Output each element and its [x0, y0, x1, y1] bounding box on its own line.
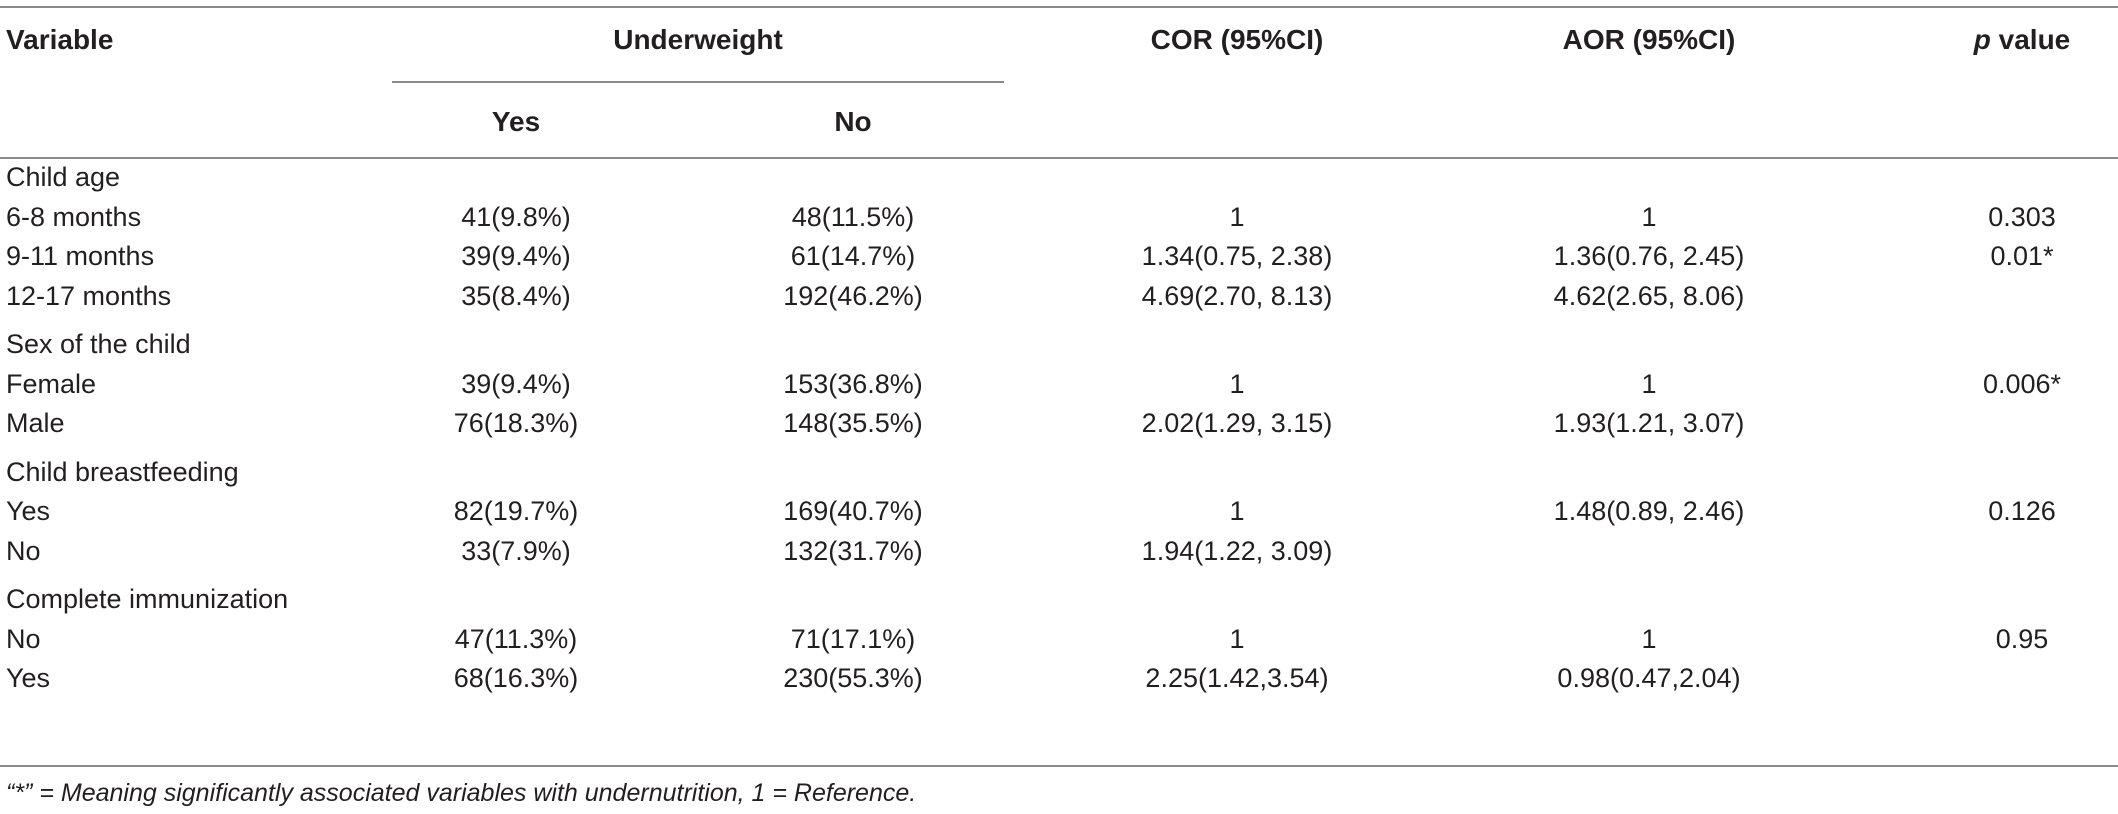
cell-underweight-yes: 35(8.4%) — [461, 280, 571, 311]
cell-underweight-no: 148(35.5%) — [783, 408, 923, 438]
row-label: Male — [6, 408, 65, 438]
header-cor: COR (95%CI) — [1150, 24, 1324, 55]
header-bottom-rule — [0, 157, 2118, 159]
header-p-value: p value — [1974, 24, 2071, 56]
cell-underweight-yes: 82(19.7%) — [453, 496, 579, 526]
footnote: “*” = Meaning significantly associated v… — [6, 779, 917, 807]
cell-underweight-yes: 68(16.3%) — [453, 663, 579, 693]
cell-underweight-yes: 47(11.3%) — [454, 623, 578, 654]
cell-underweight-yes: 41(9.8%) — [461, 201, 571, 232]
underweight-subheader-rule — [392, 81, 1004, 83]
row-label: Female — [6, 368, 97, 399]
cell-underweight-no: 61(14.7%) — [790, 241, 916, 271]
cell-p-value: 0.95 — [1995, 623, 2049, 654]
group-label: Child age — [6, 162, 121, 192]
cell-p-value: 0.126 — [1988, 496, 2056, 526]
cell-underweight-yes: 39(9.4%) — [461, 241, 571, 271]
cell-cor: 1.94(1.22, 3.09) — [1141, 535, 1333, 566]
row-label: 6-8 months — [6, 201, 142, 232]
cell-cor: 1 — [1229, 368, 1245, 399]
cell-underweight-yes: 33(7.9%) — [461, 535, 571, 566]
cell-underweight-no: 153(36.8%) — [783, 368, 923, 399]
group-label: Sex of the child — [6, 329, 191, 359]
cell-underweight-no: 48(11.5%) — [791, 201, 915, 232]
row-label: Yes — [6, 496, 51, 526]
header-p-italic: p — [1973, 24, 1991, 55]
cell-cor: 1.34(0.75, 2.38) — [1141, 241, 1333, 271]
cell-aor: 1.93(1.21, 3.07) — [1553, 408, 1745, 438]
cell-underweight-no: 192(46.2%) — [783, 280, 923, 311]
row-label: No — [6, 535, 41, 566]
cell-p-value: 0.01* — [1990, 241, 2054, 271]
cell-underweight-no: 71(17.1%) — [790, 623, 916, 654]
table-top-rule — [0, 6, 2118, 8]
cell-underweight-no: 169(40.7%) — [783, 496, 923, 526]
header-no: No — [834, 106, 872, 137]
cell-aor: 1 — [1641, 201, 1657, 232]
cell-p-value: 0.303 — [1988, 201, 2056, 232]
cell-aor: 1.48(0.89, 2.46) — [1553, 496, 1745, 526]
cell-cor: 4.69(2.70, 8.13) — [1141, 280, 1333, 311]
row-label: 9-11 months — [6, 241, 155, 271]
cell-aor: 1 — [1641, 623, 1657, 654]
cell-aor: 4.62(2.65, 8.06) — [1553, 280, 1745, 311]
cell-underweight-no: 132(31.7%) — [783, 535, 923, 566]
header-underweight: Underweight — [613, 24, 783, 55]
cell-p-value: 0.006* — [1982, 368, 2062, 399]
cell-cor: 2.25(1.42,3.54) — [1145, 663, 1329, 693]
cell-underweight-yes: 76(18.3%) — [453, 408, 579, 438]
cell-aor: 1 — [1641, 368, 1657, 399]
cell-cor: 1 — [1229, 623, 1245, 654]
row-label: Yes — [6, 663, 51, 693]
cell-cor: 2.02(1.29, 3.15) — [1141, 408, 1333, 438]
header-aor: AOR (95%CI) — [1562, 24, 1736, 55]
cell-aor: 1.36(0.76, 2.45) — [1553, 241, 1745, 271]
cell-cor: 1 — [1229, 496, 1245, 526]
header-p-rest: value — [1990, 24, 2071, 55]
row-label: 12-17 months — [6, 280, 172, 311]
header-variable: Variable — [6, 24, 114, 55]
group-label: Child breastfeeding — [6, 456, 239, 487]
header-yes: Yes — [491, 106, 541, 137]
cell-cor: 1 — [1229, 201, 1245, 232]
table-bottom-rule — [0, 765, 2118, 767]
row-label: No — [6, 623, 41, 654]
group-label: Complete immunization — [6, 584, 289, 614]
cell-aor: 0.98(0.47,2.04) — [1557, 663, 1741, 693]
cell-underweight-yes: 39(9.4%) — [461, 368, 571, 399]
cell-underweight-no: 230(55.3%) — [783, 663, 923, 693]
